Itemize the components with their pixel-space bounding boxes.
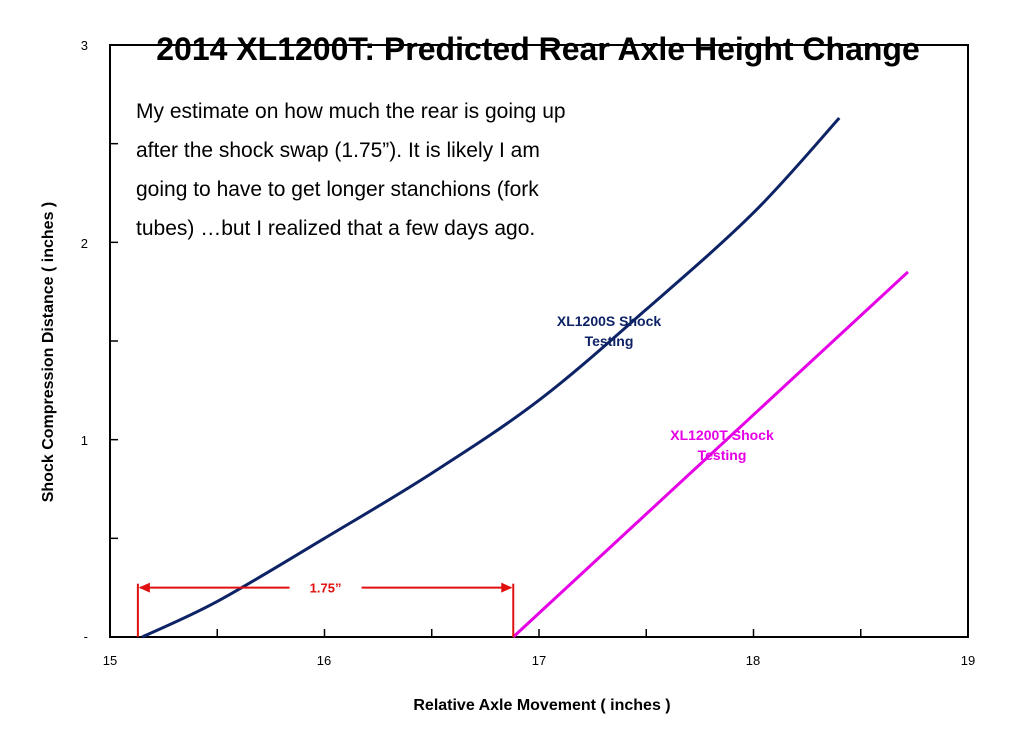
- y-tick-label-2: 2: [81, 236, 88, 251]
- y-tick-labels: - 1 2 3: [81, 38, 88, 644]
- y-axis-title: Shock Compression Distance ( inches ): [40, 202, 57, 503]
- x-tick-labels: 15 16 17 18 19: [103, 653, 975, 668]
- axis-ticks: [109, 44, 969, 638]
- y-tick-label-0: -: [84, 629, 88, 644]
- series-label-xl1200t-line-2: Testing: [698, 447, 747, 463]
- y-tick-label-3: 3: [81, 38, 88, 53]
- dimension-annotation: [136, 582, 515, 637]
- dimension-label: 1.75”: [310, 581, 342, 596]
- series-label-xl1200t: XL1200T Shock Testing: [670, 427, 774, 463]
- chart-title: 2014 XL1200T: Predicted Rear Axle Height…: [156, 31, 920, 67]
- plot-frame: [109, 44, 969, 638]
- annotation-line-3: going to have to get longer stanchions (…: [136, 178, 539, 201]
- series-label-xl1200s-line-1: XL1200S Shock: [557, 313, 661, 329]
- annotation-line-2: after the shock swap (1.75”). It is like…: [136, 139, 540, 162]
- x-tick-label-16: 16: [317, 653, 331, 668]
- x-axis-title: Relative Axle Movement ( inches ): [413, 697, 670, 714]
- x-tick-label-15: 15: [103, 653, 117, 668]
- dimension-arrow-right: [501, 582, 513, 593]
- dimension-arrow-left: [138, 582, 150, 593]
- annotation-line-4: tubes) …but I realized that a few days a…: [136, 217, 535, 240]
- series-label-xl1200t-line-1: XL1200T Shock: [670, 427, 774, 443]
- x-tick-label-18: 18: [746, 653, 760, 668]
- series-label-xl1200s: XL1200S Shock Testing: [557, 313, 661, 349]
- x-tick-label-19: 19: [961, 653, 975, 668]
- y-tick-label-1: 1: [81, 433, 88, 448]
- annotation-note: My estimate on how much the rear is goin…: [136, 100, 566, 240]
- x-tick-label-17: 17: [532, 653, 546, 668]
- series-label-xl1200s-line-2: Testing: [585, 333, 634, 349]
- series-line-xl1200t: [512, 270, 909, 639]
- annotation-line-1: My estimate on how much the rear is goin…: [136, 100, 566, 123]
